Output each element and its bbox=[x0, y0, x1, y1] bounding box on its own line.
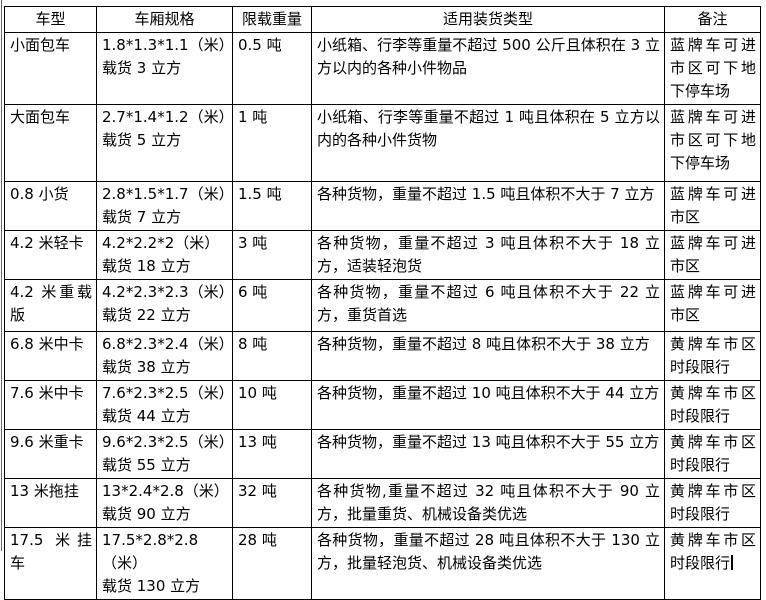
cell-box-spec[interactable]: 4.2*2.2*2（米） 载货 18 立方 bbox=[96, 230, 233, 280]
cell-max-load[interactable]: 13 吨 bbox=[232, 429, 312, 479]
cell-box-spec[interactable]: 1.8*1.3*1.1（米） 载货 3 立方 bbox=[96, 32, 233, 105]
cell-vehicle-type[interactable]: 7.6 米中卡 bbox=[4, 380, 97, 430]
cell-box-spec[interactable]: 4.2*2.3*2.3（米） 载货 22 立方 bbox=[96, 279, 233, 332]
cell-max-load[interactable]: 8 吨 bbox=[232, 331, 312, 381]
box-dimensions: 7.6*2.3*2.5（米） bbox=[102, 384, 233, 402]
box-capacity: 载货 44 立方 bbox=[102, 407, 191, 425]
cell-cargo-types[interactable]: 各种货物，重量不超过 8 吨且体积不大于 38 立方 bbox=[311, 331, 665, 381]
box-capacity: 载货 130 立方 bbox=[102, 577, 201, 595]
header-vehicle-type[interactable]: 车型 bbox=[4, 6, 97, 33]
table-row: 4.2 米轻卡 4.2*2.2*2（米） 载货 18 立方 3 吨 各种货物，重… bbox=[4, 230, 761, 280]
cell-cargo-types[interactable]: 各种货物，重量不超过 13 吨且体积不大于 55 立方 bbox=[311, 429, 665, 479]
cell-box-spec[interactable]: 9.6*2.3*2.5（米） 载货 55 立方 bbox=[96, 429, 233, 479]
cell-box-spec[interactable]: 2.8*1.5*1.7（米） 载货 7 立方 bbox=[96, 181, 233, 231]
cell-vehicle-type[interactable]: 大面包车 bbox=[4, 104, 97, 182]
cell-vehicle-type[interactable]: 9.6 米重卡 bbox=[4, 429, 97, 479]
cell-cargo-types[interactable]: 各种货物，重量不超过 1.5 吨且体积不大于 7 立方 bbox=[311, 181, 665, 231]
box-capacity: 载货 55 立方 bbox=[102, 456, 191, 474]
cell-remarks[interactable]: 蓝牌车可进市区可下地下停车场 bbox=[664, 104, 761, 182]
header-box-spec[interactable]: 车厢规格 bbox=[96, 6, 233, 33]
header-remarks[interactable]: 备注 bbox=[664, 6, 761, 33]
cell-max-load[interactable]: 6 吨 bbox=[232, 279, 312, 332]
cell-remarks[interactable]: 蓝牌车可进市区 bbox=[664, 230, 761, 280]
cell-cargo-types[interactable]: 各种货物，重量不超过 3 吨且体积不大于 18 立方，适装轻泡货 bbox=[311, 230, 665, 280]
box-dimensions: 9.6*2.3*2.5（米） bbox=[102, 433, 233, 451]
text-cursor bbox=[731, 555, 733, 570]
cell-box-spec[interactable]: 13*2.4*2.8（米） 载货 90 立方 bbox=[96, 478, 233, 528]
cell-remarks[interactable]: 蓝牌车可进市区可下地下停车场 bbox=[664, 32, 761, 105]
table-row: 大面包车 2.7*1.4*1.2（米） 载货 5 立方 1 吨 小纸箱、行李等重… bbox=[4, 104, 761, 182]
table-row: 6.8 米中卡 6.8*2.3*2.4（米） 载货 38 立方 8 吨 各种货物… bbox=[4, 331, 761, 381]
box-capacity: 载货 3 立方 bbox=[102, 59, 182, 77]
table-header-row: 车型 车厢规格 限载重量 适用装货类型 备注 bbox=[4, 6, 761, 33]
cell-max-load[interactable]: 1.5 吨 bbox=[232, 181, 312, 231]
cell-max-load[interactable]: 28 吨 bbox=[232, 527, 312, 600]
table-row: 0.8 小货 2.8*1.5*1.7（米） 载货 7 立方 1.5 吨 各种货物… bbox=[4, 181, 761, 231]
table-row: 4.2 米重载版 4.2*2.3*2.3（米） 载货 22 立方 6 吨 各种货… bbox=[4, 279, 761, 332]
cell-box-spec[interactable]: 7.6*2.3*2.5（米） 载货 44 立方 bbox=[96, 380, 233, 430]
box-capacity: 载货 22 立方 bbox=[102, 306, 191, 324]
box-dimensions: 1.8*1.3*1.1（米） bbox=[102, 36, 233, 54]
box-dimensions: 2.8*1.5*1.7（米） bbox=[102, 185, 233, 203]
cell-max-load[interactable]: 32 吨 bbox=[232, 478, 312, 528]
table-row: 17.5 米挂车 17.5*2.8*2.8（米） 载货 130 立方 28 吨 … bbox=[4, 527, 761, 600]
cell-vehicle-type[interactable]: 6.8 米中卡 bbox=[4, 331, 97, 381]
cell-vehicle-type[interactable]: 0.8 小货 bbox=[4, 181, 97, 231]
remarks-text: 黄牌车市区时段限行 bbox=[670, 531, 756, 572]
box-capacity: 载货 90 立方 bbox=[102, 505, 191, 523]
cell-max-load[interactable]: 3 吨 bbox=[232, 230, 312, 280]
cell-vehicle-type[interactable]: 13 米拖挂 bbox=[4, 478, 97, 528]
cell-vehicle-type[interactable]: 17.5 米挂车 bbox=[4, 527, 97, 600]
cell-cargo-types[interactable]: 各种货物，重量不超过 6 吨且体积不大于 22 立方，重货首选 bbox=[311, 279, 665, 332]
cell-box-spec[interactable]: 6.8*2.3*2.4（米） 载货 38 立方 bbox=[96, 331, 233, 381]
vehicle-spec-table: 车型 车厢规格 限载重量 适用装货类型 备注 小面包车 1.8*1.3*1.1（… bbox=[4, 6, 761, 600]
cell-remarks[interactable]: 蓝牌车可进市区 bbox=[664, 181, 761, 231]
box-dimensions: 4.2*2.2*2（米） bbox=[102, 234, 220, 252]
table-row: 7.6 米中卡 7.6*2.3*2.5（米） 载货 44 立方 10 吨 各种货… bbox=[4, 380, 761, 430]
cell-box-spec[interactable]: 2.7*1.4*1.2（米） 载货 5 立方 bbox=[96, 104, 233, 182]
cell-remarks[interactable]: 黄牌车市区时段限行 bbox=[664, 380, 761, 430]
cell-cargo-types[interactable]: 各种货物，重量不超过 28 吨且体积不大于 130 立方，批量轻泡货、机械设备类… bbox=[311, 527, 665, 600]
header-cargo-types[interactable]: 适用装货类型 bbox=[311, 6, 665, 33]
cell-vehicle-type[interactable]: 4.2 米轻卡 bbox=[4, 230, 97, 280]
cell-remarks[interactable]: 蓝牌车可进市区 bbox=[664, 279, 761, 332]
page-margin-line bbox=[1, 0, 2, 551]
box-capacity: 载货 38 立方 bbox=[102, 358, 191, 376]
header-max-load[interactable]: 限载重量 bbox=[232, 6, 312, 33]
cell-remarks[interactable]: 黄牌车市区时段限行 bbox=[664, 429, 761, 479]
table-row: 小面包车 1.8*1.3*1.1（米） 载货 3 立方 0.5 吨 小纸箱、行李… bbox=[4, 32, 761, 105]
table-row: 9.6 米重卡 9.6*2.3*2.5（米） 载货 55 立方 13 吨 各种货… bbox=[4, 429, 761, 479]
cell-cargo-types[interactable]: 各种货物,重量不超过 32 吨且体积不大于 90 立方，批量重货、机械设备类优选 bbox=[311, 478, 665, 528]
box-capacity: 载货 5 立方 bbox=[102, 131, 182, 149]
cell-remarks[interactable]: 黄牌车市区时段限行 bbox=[664, 478, 761, 528]
cell-max-load[interactable]: 10 吨 bbox=[232, 380, 312, 430]
cell-cargo-types[interactable]: 各种货物，重量不超过 10 吨且体积不大于 44 立方 bbox=[311, 380, 665, 430]
cell-box-spec[interactable]: 17.5*2.8*2.8（米） 载货 130 立方 bbox=[96, 527, 233, 600]
cell-cargo-types[interactable]: 小纸箱、行李等重量不超过 500 公斤且体积在 3 立方以内的各种小件物品 bbox=[311, 32, 665, 105]
cell-vehicle-type[interactable]: 小面包车 bbox=[4, 32, 97, 105]
box-capacity: 载货 18 立方 bbox=[102, 257, 191, 275]
box-capacity: 载货 7 立方 bbox=[102, 208, 182, 226]
box-dimensions: 13*2.4*2.8（米） bbox=[102, 482, 229, 500]
table-row: 13 米拖挂 13*2.4*2.8（米） 载货 90 立方 32 吨 各种货物,… bbox=[4, 478, 761, 528]
cell-max-load[interactable]: 1 吨 bbox=[232, 104, 312, 182]
cell-vehicle-type[interactable]: 4.2 米重载版 bbox=[4, 279, 97, 332]
box-dimensions: 17.5*2.8*2.8（米） bbox=[102, 531, 199, 572]
cell-remarks[interactable]: 黄牌车市区时段限行 bbox=[664, 331, 761, 381]
cell-remarks[interactable]: 黄牌车市区时段限行 bbox=[664, 527, 761, 600]
box-dimensions: 6.8*2.3*2.4（米） bbox=[102, 335, 233, 353]
box-dimensions: 2.7*1.4*1.2（米） bbox=[102, 108, 233, 126]
cell-cargo-types[interactable]: 小纸箱、行李等重量不超过 1 吨且体积在 5 立方以内的各种小件货物 bbox=[311, 104, 665, 182]
box-dimensions: 4.2*2.3*2.3（米） bbox=[102, 283, 233, 301]
cell-max-load[interactable]: 0.5 吨 bbox=[232, 32, 312, 105]
